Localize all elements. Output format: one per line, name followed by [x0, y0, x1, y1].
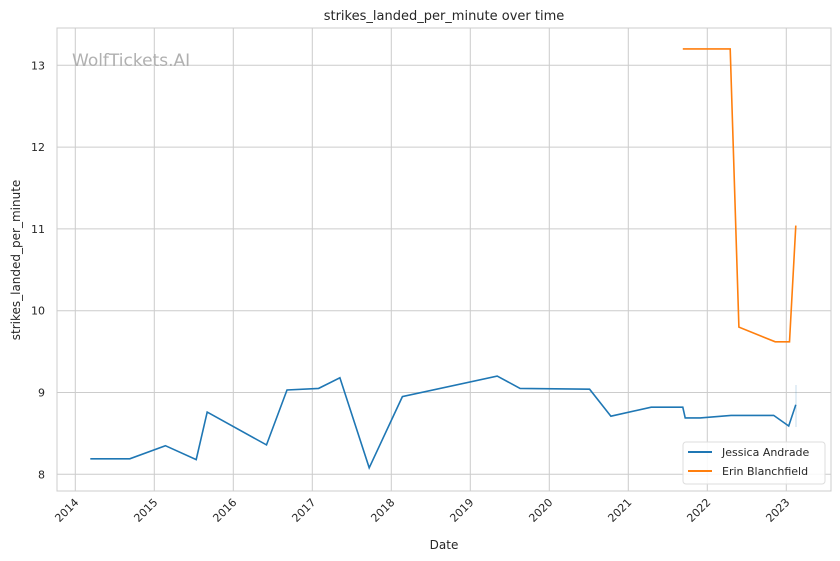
ticks: 2014 2015 2016 2017 2018 2019 2020 2021 2022 2023…	[31, 59, 792, 525]
series-line-erin-blanchfield	[682, 48, 797, 343]
chart-title: strikes_landed_per_minute over time	[324, 9, 565, 24]
x-tick-label: 2016	[210, 496, 239, 525]
legend: Jessica Andrade Erin Blanchfield	[682, 441, 826, 485]
y-axis-label: strikes_landed_per_minute	[9, 180, 23, 341]
y-tick-label: 11	[31, 223, 45, 236]
watermark: WolfTickets.AI	[72, 51, 190, 71]
x-tick-label: 2014	[52, 496, 81, 525]
y-tick-label: 12	[31, 141, 45, 154]
x-tick-label: 2018	[368, 496, 397, 525]
x-tick-label: 2021	[605, 496, 634, 525]
y-tick-label: 13	[31, 59, 45, 72]
legend-label-jessica: Jessica Andrade	[721, 446, 810, 459]
legend-box	[682, 441, 826, 485]
series-line-jessica-andrade	[90, 375, 797, 470]
x-tick-label: 2019	[447, 496, 476, 525]
y-tick-label: 9	[38, 387, 45, 400]
y-tick-label: 8	[38, 468, 45, 481]
grid	[57, 28, 831, 491]
x-tick-label: 2020	[526, 496, 555, 525]
x-tick-label: 2015	[131, 496, 160, 525]
series-group	[90, 48, 797, 470]
x-axis-label: Date	[430, 538, 459, 552]
x-tick-label: 2023	[763, 496, 792, 525]
x-tick-label: 2022	[684, 496, 713, 525]
legend-label-erin: Erin Blanchfield	[722, 465, 808, 478]
x-tick-label: 2017	[289, 496, 318, 525]
y-tick-label: 10	[31, 305, 45, 318]
plot-frame	[56, 27, 832, 492]
